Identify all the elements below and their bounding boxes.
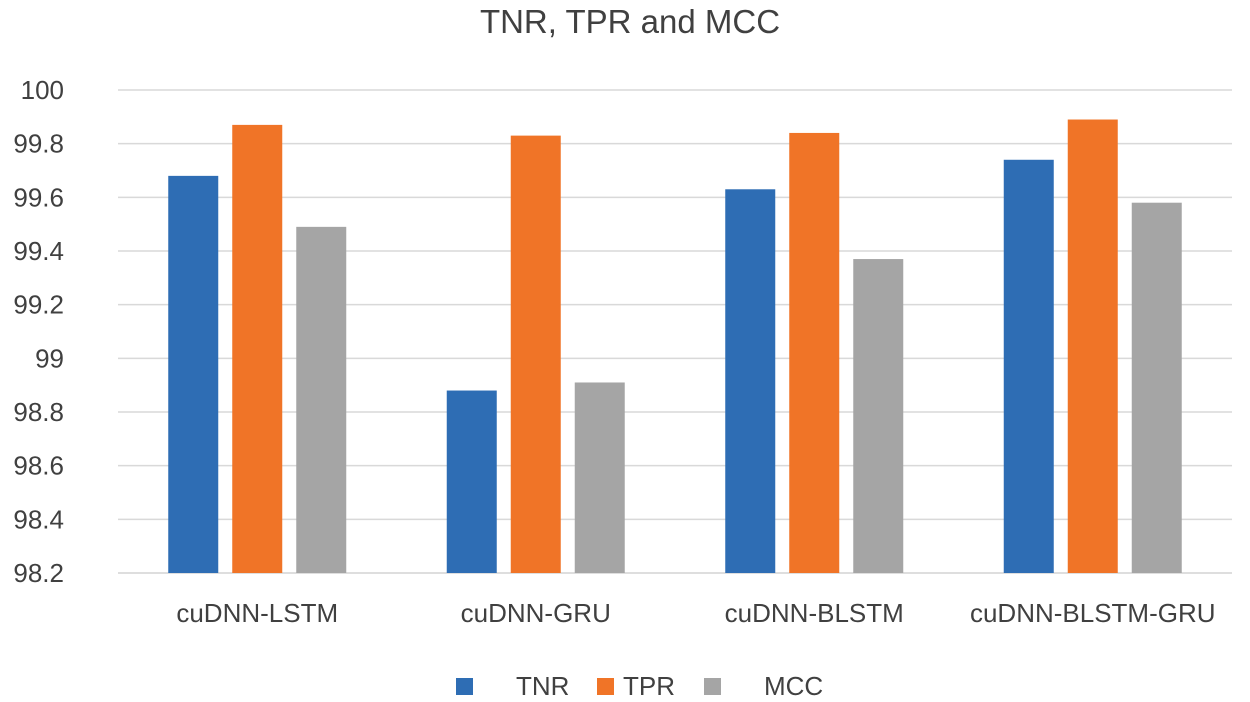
bar-tpr-cudnn-blstm [789,132,840,573]
y-tick-label: 100 [21,75,64,105]
bar-tnr-cudnn-blstm-gru [1003,159,1054,573]
x-category-label: cuDNN-GRU [461,598,611,628]
chart-title: TNR, TPR and MCC [480,3,780,40]
y-tick-label: 98.4 [13,504,64,534]
legend-label-tpr: TPR [623,671,675,701]
bars [168,119,1182,574]
bar-tpr-cudnn-gru [510,135,561,573]
y-tick-label: 99.4 [13,236,64,266]
y-tick-label: 99.8 [13,129,64,159]
y-tick-label: 98.2 [13,558,64,588]
x-category-label: cuDNN-BLSTM [725,598,904,628]
legend-label-tnr: TNR [516,671,569,701]
bar-mcc-cudnn-lstm [296,226,347,573]
bar-tpr-cudnn-blstm-gru [1067,119,1118,574]
y-tick-label: 99 [35,343,64,373]
y-tick-label: 98.6 [13,451,64,481]
legend: TNR TPR MCC [456,671,823,701]
x-category-label: cuDNN-LSTM [176,598,338,628]
x-axis-categories: cuDNN-LSTM cuDNN-GRU cuDNN-BLSTM cuDNN-BLST… [176,598,1215,628]
bar-tnr-cudnn-blstm [725,189,776,574]
bar-tnr-cudnn-lstm [168,175,219,573]
y-tick-label: 98.8 [13,397,64,427]
legend-label-mcc: MCC [764,671,823,701]
bar-mcc-cudnn-blstm-gru [1131,202,1182,573]
y-tick-label: 99.6 [13,182,64,212]
bar-mcc-cudnn-gru [574,382,625,573]
x-category-label: cuDNN-BLSTM-GRU [970,598,1216,628]
bar-tnr-cudnn-gru [446,390,497,573]
legend-swatch-mcc [704,678,721,695]
y-tick-label: 99.2 [13,290,64,320]
bar-mcc-cudnn-blstm [853,259,904,573]
bar-tpr-cudnn-lstm [232,124,283,573]
gridlines [118,89,1232,574]
y-axis-ticks: 98.2 98.4 98.6 98.8 99 99.2 99.4 99.6 99.8 100 [13,75,64,588]
legend-swatch-tpr [597,678,614,695]
legend-swatch-tnr [456,678,473,695]
